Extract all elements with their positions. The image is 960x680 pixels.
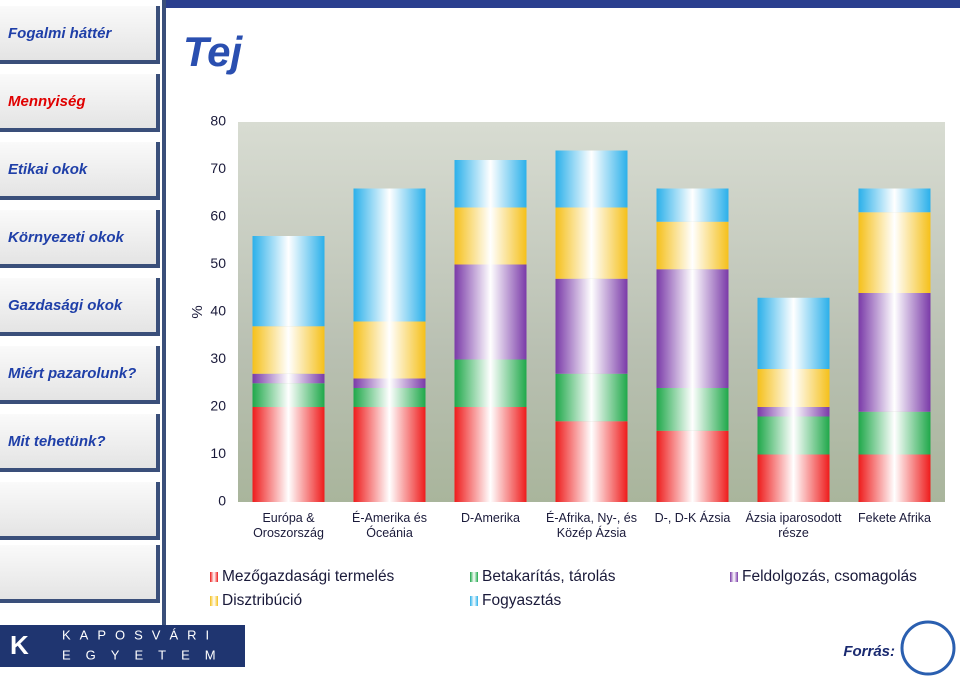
nav-button[interactable]: Miért pazarolunk? bbox=[0, 346, 160, 404]
bar-segment bbox=[252, 236, 325, 327]
legend-swatch bbox=[730, 572, 738, 582]
bar-segment bbox=[353, 321, 426, 379]
y-tick-label: 70 bbox=[210, 160, 226, 176]
nav-button-empty bbox=[0, 545, 160, 603]
bar-segment bbox=[454, 407, 527, 502]
legend-swatch bbox=[470, 572, 478, 582]
nav-button[interactable]: Mennyiség bbox=[0, 74, 160, 132]
legend-label: Fogyasztás bbox=[482, 592, 562, 609]
bar-segment bbox=[757, 297, 830, 369]
bar-segment bbox=[656, 388, 729, 431]
legend-label: Betakarítás, tárolás bbox=[482, 568, 616, 585]
bar-segment bbox=[555, 207, 628, 279]
university-name: KAPOSVÁRI bbox=[62, 627, 218, 642]
nav-button[interactable]: Fogalmi háttér bbox=[0, 6, 160, 64]
x-tick-label: Európa & Oroszország bbox=[253, 511, 324, 540]
bar-segment bbox=[252, 383, 325, 407]
nav-button[interactable]: Környezeti okok bbox=[0, 210, 160, 268]
y-tick-label: 80 bbox=[210, 113, 226, 129]
source-label: Forrás: bbox=[843, 643, 895, 660]
bar-segment bbox=[858, 411, 931, 455]
bar-segment bbox=[454, 264, 527, 360]
bar-segment bbox=[555, 373, 628, 422]
bar-segment bbox=[656, 430, 729, 502]
nav-button[interactable]: Etikai okok bbox=[0, 142, 160, 200]
legend-swatch bbox=[210, 596, 218, 606]
bar-segment bbox=[252, 326, 325, 374]
x-tick-label: D-, D-K Ázsia bbox=[654, 511, 731, 525]
bar-segment bbox=[252, 373, 325, 384]
bar-segment bbox=[353, 188, 426, 322]
bar-segment bbox=[757, 454, 830, 502]
bar-segment bbox=[757, 407, 830, 417]
y-tick-label: 50 bbox=[210, 255, 226, 271]
bar-segment bbox=[353, 378, 426, 388]
legend-label: Disztribúció bbox=[222, 592, 302, 609]
bar-segment bbox=[858, 293, 931, 412]
bar-segment bbox=[858, 188, 931, 213]
legend-label: Mezőgazdasági termelés bbox=[222, 568, 395, 585]
chart-title: Tej bbox=[183, 28, 243, 75]
x-tick-label: É-Afrika, Ny-, és Közép Ázsia bbox=[546, 511, 637, 540]
x-tick-label: Fekete Afrika bbox=[858, 511, 931, 525]
bar-segment bbox=[454, 207, 527, 265]
bar-segment bbox=[858, 454, 931, 502]
bar-segment bbox=[656, 269, 729, 388]
y-tick-label: 20 bbox=[210, 398, 226, 414]
nav-button[interactable]: Gazdasági okok bbox=[0, 278, 160, 336]
bar-segment bbox=[252, 407, 325, 502]
bar-segment bbox=[656, 221, 729, 270]
legend-swatch bbox=[470, 596, 478, 606]
top-bar bbox=[165, 0, 960, 8]
nav-button[interactable]: Mit tehetünk? bbox=[0, 414, 160, 472]
y-axis-label: % bbox=[189, 305, 206, 318]
logo-mark: K bbox=[10, 630, 29, 660]
bar-segment bbox=[656, 188, 729, 222]
bar-segment bbox=[353, 388, 426, 407]
bar-segment bbox=[555, 150, 628, 208]
bar-segment bbox=[555, 421, 628, 502]
y-tick-label: 30 bbox=[210, 350, 226, 366]
x-tick-label: Ázsia iparosodott része bbox=[745, 511, 842, 540]
fao-logo bbox=[900, 620, 956, 676]
university-name: EGYETEM bbox=[62, 647, 231, 662]
bar-segment bbox=[454, 359, 527, 407]
legend-swatch bbox=[210, 572, 218, 582]
y-tick-label: 60 bbox=[210, 208, 226, 224]
x-tick-label: É-Amerika és Óceánia bbox=[351, 511, 428, 540]
bar-segment bbox=[757, 416, 830, 455]
y-tick-label: 10 bbox=[210, 445, 226, 461]
footer-logo-band bbox=[0, 625, 245, 667]
bar-segment bbox=[353, 407, 426, 502]
nav-button-empty bbox=[0, 482, 160, 540]
y-tick-label: 40 bbox=[210, 303, 226, 319]
x-tick-label: D-Amerika bbox=[460, 511, 521, 525]
divider bbox=[162, 0, 166, 625]
y-tick-label: 0 bbox=[218, 493, 226, 509]
bar-segment bbox=[757, 369, 830, 407]
bar-segment bbox=[555, 278, 628, 374]
legend-label: Feldolgozás, csomagolás bbox=[742, 568, 917, 585]
bar-segment bbox=[454, 160, 527, 208]
bar-segment bbox=[858, 212, 931, 293]
